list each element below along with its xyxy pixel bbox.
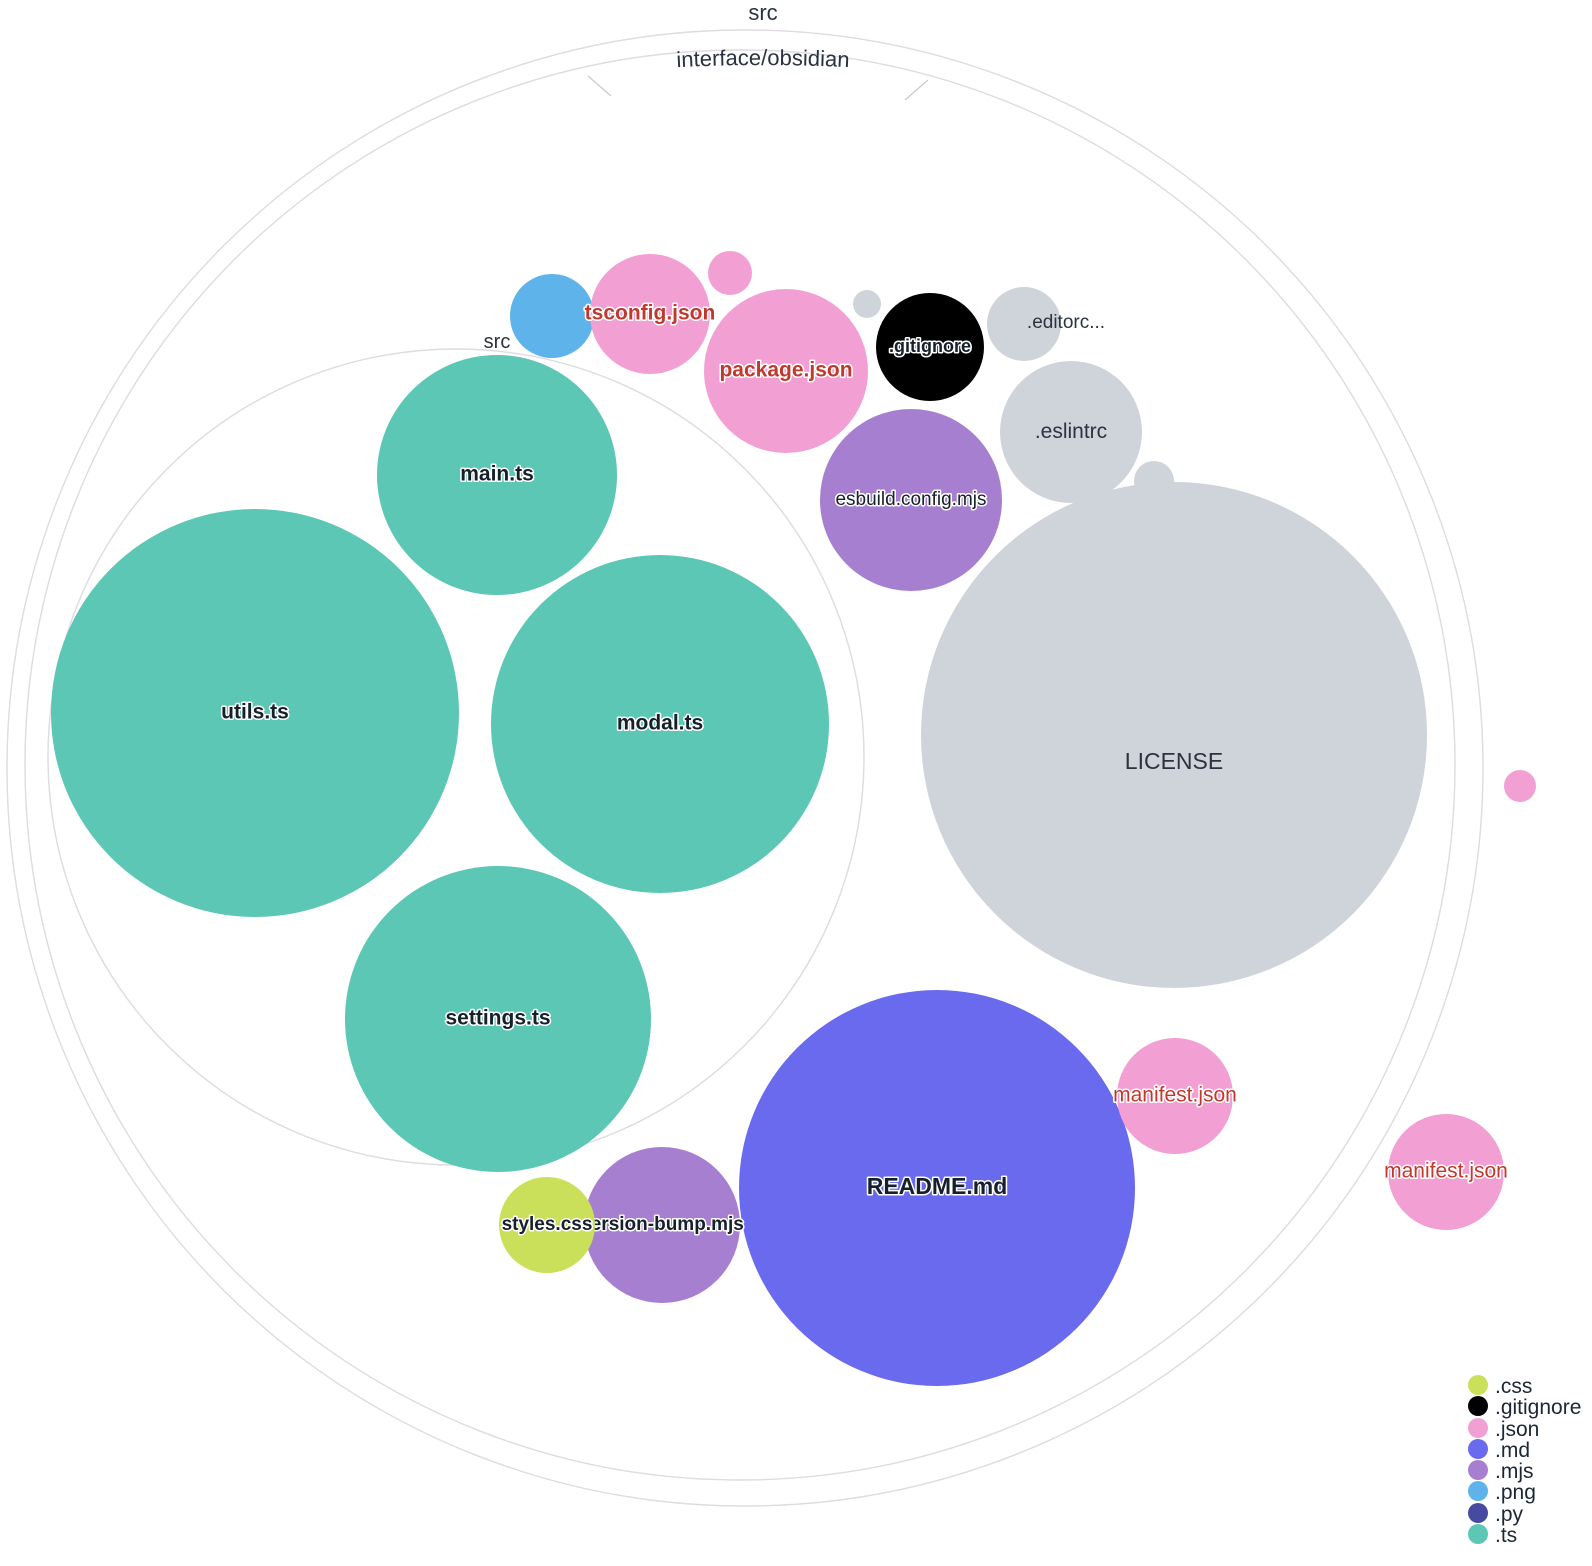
svg-text:package.json: package.json (719, 359, 852, 382)
svg-text:styles.css: styles.css (502, 1214, 593, 1235)
svg-text:.gitignore: .gitignore (889, 336, 971, 356)
svg-text:main.ts: main.ts (460, 463, 534, 486)
svg-text:.mjs: .mjs (1495, 1460, 1534, 1483)
svg-text:modal.ts: modal.ts (617, 712, 703, 735)
svg-text:tsconfig.json: tsconfig.json (585, 302, 716, 325)
svg-text:.md: .md (1495, 1439, 1530, 1462)
svg-text:manifest.json: manifest.json (1113, 1084, 1237, 1107)
svg-text:.py: .py (1495, 1503, 1524, 1526)
svg-text:manifest.json: manifest.json (1384, 1160, 1508, 1183)
svg-text:.editorc...: .editorc... (1027, 312, 1105, 333)
svg-text:utils.ts: utils.ts (221, 701, 289, 724)
svg-text:.css: .css (1495, 1375, 1532, 1398)
svg-text:.png: .png (1495, 1481, 1536, 1504)
svg-text:LICENSE: LICENSE (1125, 748, 1223, 774)
svg-text:.gitignore: .gitignore (1495, 1396, 1581, 1419)
svg-text:.eslintrc: .eslintrc (1035, 420, 1107, 443)
svg-text:.json: .json (1495, 1418, 1539, 1441)
svg-text:src: src (484, 331, 511, 353)
svg-text:interface/obsidian: interface/obsidian (676, 45, 850, 72)
svg-text:version-bump.mjs: version-bump.mjs (580, 1214, 744, 1235)
svg-text:.ts: .ts (1495, 1524, 1517, 1547)
svg-text:settings.ts: settings.ts (445, 1007, 550, 1030)
svg-text:src: src (748, 0, 777, 25)
svg-text:README.md: README.md (867, 1173, 1008, 1199)
svg-text:esbuild.config.mjs: esbuild.config.mjs (835, 489, 986, 510)
